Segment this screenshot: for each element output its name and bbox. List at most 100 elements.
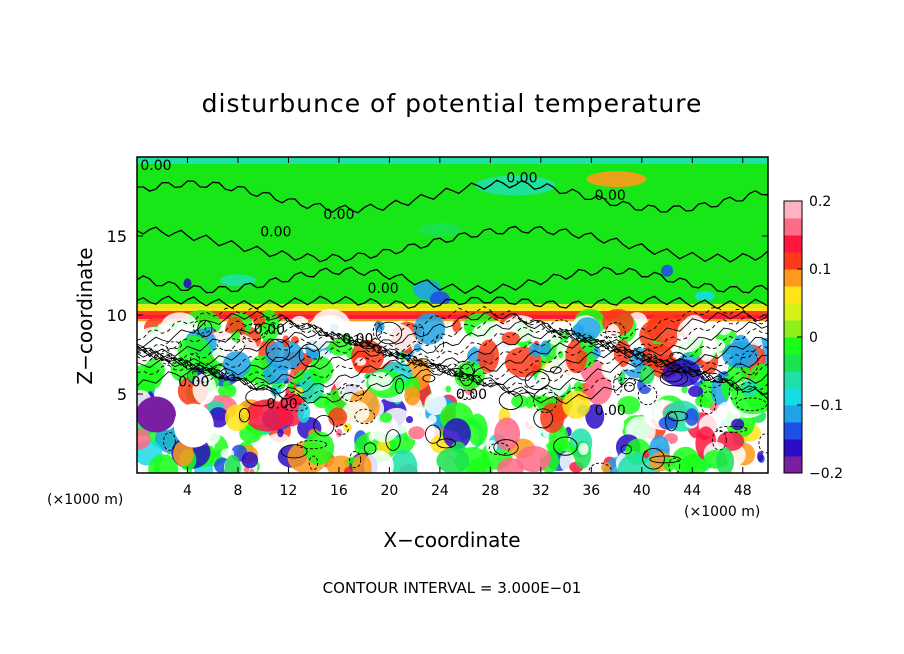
contour-loop (415, 324, 425, 343)
eddy-patch (646, 313, 682, 343)
eddy-patch (511, 394, 529, 408)
eddy-patch (501, 331, 520, 346)
eddy-patch (731, 418, 745, 431)
eddy-patch (224, 404, 250, 432)
contour-loop (189, 352, 201, 373)
eddy-patch (598, 411, 625, 438)
eddy-patch (617, 452, 661, 473)
contour-loop (624, 382, 635, 392)
x-tick-label: 12 (280, 483, 298, 499)
upper-layer-features (137, 157, 768, 308)
contour-loop (700, 391, 717, 415)
contour-label: 0.00 (267, 396, 298, 412)
eddy-patch (592, 439, 611, 455)
contour-label: 0.00 (178, 374, 209, 390)
contour-loop (618, 378, 636, 387)
band-stripe (137, 318, 768, 323)
cold-pool (137, 396, 176, 433)
eddy-patch (344, 466, 353, 473)
colorbar-swatch (784, 320, 802, 338)
eddy-patch (413, 343, 422, 353)
eddy-patch (342, 400, 370, 424)
contour-label: 0.00 (506, 171, 537, 187)
eddy-patch (467, 413, 488, 447)
contour-line (137, 343, 768, 381)
eddy-patch (241, 451, 259, 469)
eddy-patch (177, 335, 211, 366)
band-stripe (137, 315, 768, 319)
contour-loop (613, 373, 623, 396)
eddy-patch (601, 359, 622, 380)
eddy-patch (436, 447, 470, 473)
colorbar-tick-label: −0.2 (809, 466, 843, 482)
contour-loop (637, 385, 658, 406)
x-tick-label: 32 (532, 483, 550, 499)
contour-loop (265, 338, 291, 362)
eddy-patch (585, 404, 605, 429)
eddy-patch (368, 372, 393, 391)
inversion-band (137, 303, 768, 323)
eddy-patch (245, 399, 290, 432)
contour-loop (395, 377, 405, 394)
eddy-patch (684, 408, 699, 426)
upper-anomaly (417, 222, 462, 237)
contour-loop (493, 439, 519, 456)
eddy-patch (413, 313, 446, 345)
contour-loop (524, 370, 550, 391)
contour-lines (137, 179, 768, 473)
eddy-patch (578, 442, 589, 456)
eddy-patch (355, 357, 367, 366)
eddy-patch (405, 416, 414, 424)
eddy-patch (584, 372, 613, 405)
contour-line (137, 329, 768, 367)
contour-label: 0.00 (140, 158, 171, 174)
colorbar-tick-label: 0.2 (809, 194, 831, 210)
contour-loop (238, 408, 250, 423)
upper-anomaly (219, 274, 256, 287)
contour-loop (458, 389, 475, 401)
eddy-patch (379, 412, 393, 423)
contour-loop (354, 408, 376, 425)
contour-loop (711, 429, 727, 451)
eddy-patch (224, 454, 241, 473)
x-tick-label: 24 (431, 483, 449, 499)
eddy-patch (309, 356, 334, 384)
eddy-patch (137, 364, 163, 392)
y-axis-label: Z−coordinate (73, 247, 97, 384)
eddy-patch (562, 390, 591, 419)
eddy-patch (137, 327, 170, 358)
x-unit-left: (×1000 m) (47, 492, 123, 508)
contour-loop (385, 429, 401, 451)
x-tick-label: 48 (734, 483, 752, 499)
x-tick-label: 40 (633, 483, 651, 499)
contour-loop (758, 433, 768, 454)
contour-line (137, 315, 768, 352)
eddy-patch (328, 407, 348, 427)
eddy-patch (374, 322, 414, 353)
contour-label: 0.00 (342, 332, 373, 348)
eddy-patch (277, 428, 284, 438)
colorbar-tick-label: −0.1 (809, 398, 843, 414)
colorbar-tick-label: 0.1 (809, 262, 831, 278)
contour-loop (280, 444, 308, 459)
contour-loop (459, 363, 475, 387)
colorbar-swatch (784, 286, 802, 304)
colorbar-tick-label: 0 (809, 330, 818, 346)
contour-loop (453, 360, 475, 382)
contour-loop (334, 424, 349, 435)
contour-loop (296, 440, 328, 450)
band-stripe (137, 311, 768, 315)
contour-line (137, 320, 768, 357)
contour-labels: 0.00 0.00 0.00 0.00 0.00 0.00 0.00 0.00 0.00 0.00… (140, 158, 625, 419)
contour-loop (165, 341, 182, 350)
eddy-patch (706, 338, 726, 353)
colorbar-swatch (784, 201, 802, 219)
eddy-patch (316, 314, 346, 341)
eddy-patch (451, 441, 466, 454)
upper-anomaly (661, 264, 674, 277)
contour-loop (197, 319, 213, 338)
contour-line (137, 295, 768, 310)
eddy-patch (577, 418, 587, 429)
contour-loop (349, 451, 362, 469)
